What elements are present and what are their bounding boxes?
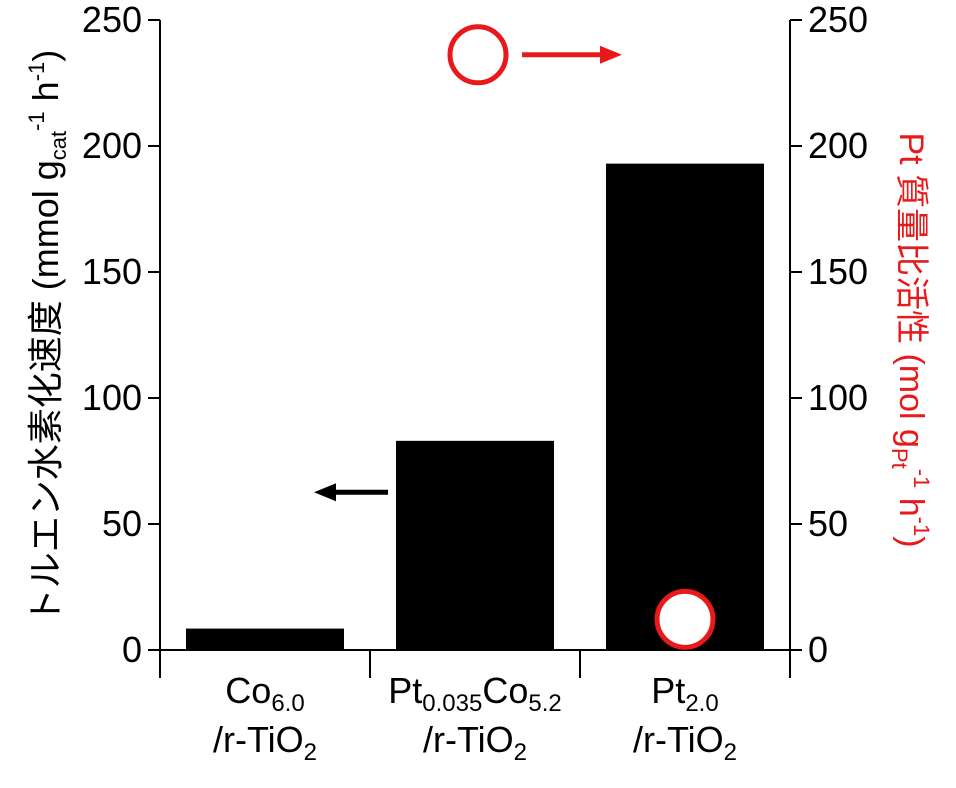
right-tick-label: 200 xyxy=(808,125,868,166)
left-tick-label: 0 xyxy=(122,629,142,670)
right-tick-label: 250 xyxy=(808,0,868,40)
x-tick-label-line2: /r-TiO2 xyxy=(633,719,737,766)
left-axis-title: トルエン水素化速度 (mmol gcat-1 h-1) xyxy=(24,50,71,625)
right-tick-label: 100 xyxy=(808,377,868,418)
left-tick-label: 150 xyxy=(82,251,142,292)
left-tick-label: 250 xyxy=(82,0,142,40)
markers xyxy=(314,24,716,650)
legend-circle-marker xyxy=(447,24,509,86)
right-tick-label: 150 xyxy=(808,251,868,292)
x-tick-label: Co6.0 xyxy=(225,670,304,717)
right-axis-title: Pt 質量比活性 (mol gPt-1 h-1) xyxy=(887,132,934,547)
right-tick-label: 0 xyxy=(808,629,828,670)
left-tick-label: 100 xyxy=(82,377,142,418)
data-point-circle xyxy=(654,588,716,650)
left-tick-label: 200 xyxy=(82,125,142,166)
x-tick-label-line2: /r-TiO2 xyxy=(213,719,317,766)
x-tick-label: Pt2.0 xyxy=(651,670,718,717)
left-axis-ticks: 0 50 100 150 200 250 xyxy=(82,0,160,670)
bars xyxy=(186,163,764,650)
x-tick-label: Pt0.035Co5.2 xyxy=(388,670,561,717)
left-tick-label: 50 xyxy=(102,503,142,544)
x-axis-labels: Co6.0/r-TiO2Pt0.035Co5.2/r-TiO2Pt2.0/r-T… xyxy=(213,670,737,766)
bar xyxy=(396,440,554,650)
left-axis-arrow-head xyxy=(314,483,336,502)
x-tick-label-line2: /r-TiO2 xyxy=(423,719,527,766)
right-tick-label: 50 xyxy=(808,503,848,544)
right-axis-ticks: 0 50 100 150 200 250 xyxy=(790,0,868,670)
bar xyxy=(186,628,344,650)
right-axis-arrow-head xyxy=(600,45,622,64)
bar xyxy=(606,163,764,650)
